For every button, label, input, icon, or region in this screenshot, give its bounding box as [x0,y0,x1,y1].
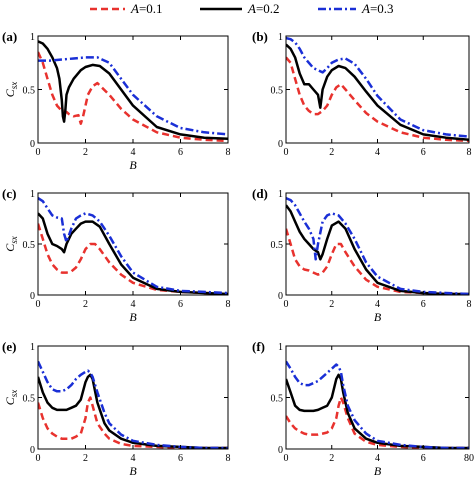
x-tick-label: 2 [329,147,334,158]
x-tick-label: 8 [226,453,231,464]
x-axis-label: B [129,464,137,478]
series-line-a03 [38,197,228,295]
series-line-a01 [38,223,228,295]
x-tick-label: 2 [83,147,88,158]
panel-label: (c) [2,186,16,201]
x-tick-label: 8 [467,147,472,158]
x-tick-label: 6 [421,147,426,158]
y-tick-label: 1 [278,32,283,43]
x-tick-label: 6 [178,453,183,464]
x-tick-label: 8 [226,147,231,158]
x-axis-label: B [374,310,382,324]
panel-4: 0 2 4 6 8 0 0.5 1 B (d) [252,186,472,324]
plot-frame [37,345,229,450]
x-tick-label: 4 [131,453,136,464]
series-line-a02 [286,204,469,295]
series-line-a03 [38,360,228,449]
panel-3: 0 2 4 6 8 0 0.5 1 B Csx (c) [2,186,231,324]
panel-label: (e) [2,339,16,354]
series-line-a02 [38,40,228,140]
x-tick-label: 2 [329,299,334,310]
series-line-a03 [286,36,469,138]
y-tick-label: 0.5 [23,394,36,405]
panel-label: (f) [252,339,265,354]
x-tick-label: 4 [131,147,136,158]
y-tick-label: 0.5 [23,240,36,251]
y-tick-label: 1 [278,189,283,200]
y-tick-label: 0.5 [271,240,284,251]
x-tick-label: 0 [36,453,41,464]
x-tick-label: 2 [329,453,334,464]
series-line-a01 [38,51,228,143]
panel-label: (b) [252,29,268,44]
plot-frame [37,35,229,144]
series-line-a01 [38,396,228,449]
y-tick-label: 0.5 [271,86,284,97]
x-tick-label: 6 [178,299,183,310]
x-axis-label: B [374,464,382,478]
x-tick-label: 6 [421,299,426,310]
x-tick-label: 0 [284,453,289,464]
y-tick-label: 0 [278,291,283,302]
series-line-a03 [286,196,469,295]
x-tick-label: 8 [226,299,231,310]
x-axis-label: B [129,158,137,172]
x-tick-label: 0 [36,299,41,310]
y-tick-label: 1 [278,342,283,353]
y-tick-label: 0 [30,445,35,456]
x-tick-label: 4 [375,147,380,158]
series-line-a02 [38,373,228,449]
panel-1: 0 2 4 6 8 0 0.5 1 B Csx (a) [2,29,231,172]
panel-label: (a) [2,29,17,44]
legend: A=0.1 A=0.2 A=0.3 [90,1,394,16]
y-tick-label: 0 [30,291,35,302]
y-axis-label: Csx [3,390,19,406]
x-tick-label: 4 [131,299,136,310]
x-tick-label: 80 [464,453,474,464]
x-tick-label: 0 [36,147,41,158]
series-line-a03 [38,56,228,136]
series-line-a03 [286,360,469,449]
x-tick-label: 4 [375,453,380,464]
legend-label-a02: A=0.2 [247,1,280,16]
x-tick-label: 4 [375,299,380,310]
legend-label-a03: A=0.3 [361,1,394,16]
x-tick-label: 0 [284,147,289,158]
series-line-a01 [286,56,469,143]
y-tick-label: 0 [30,139,35,150]
x-axis-label: B [129,310,137,324]
panel-6: 0 2 4 6 80 0 0.5 1 B (f) [252,339,474,478]
x-tick-label: 6 [421,453,426,464]
y-axis-label: Csx [3,236,19,252]
y-axis-label: Csx [3,82,19,98]
panel-5: 0 2 4 6 8 0 0.5 1 B Csx (e) [2,339,231,478]
panel-label: (d) [252,186,268,201]
y-tick-label: 0 [278,139,283,150]
series-line-a02 [38,212,228,295]
y-tick-label: 0 [278,445,283,456]
series-line-a02 [286,373,469,449]
y-tick-label: 1 [30,32,35,43]
panel-2: 0 2 4 6 8 0 0.5 1 (b) [252,29,472,158]
x-tick-label: 6 [178,147,183,158]
x-tick-label: 8 [467,299,472,310]
series-line-a01 [286,396,469,449]
x-tick-label: 0 [284,299,289,310]
y-tick-label: 0.5 [23,86,36,97]
y-tick-label: 1 [30,189,35,200]
x-tick-label: 2 [83,453,88,464]
y-tick-label: 1 [30,342,35,353]
legend-label-a01: A=0.1 [130,1,163,16]
x-tick-label: 2 [83,299,88,310]
series-line-a02 [286,43,469,142]
y-tick-label: 0.5 [271,394,284,405]
